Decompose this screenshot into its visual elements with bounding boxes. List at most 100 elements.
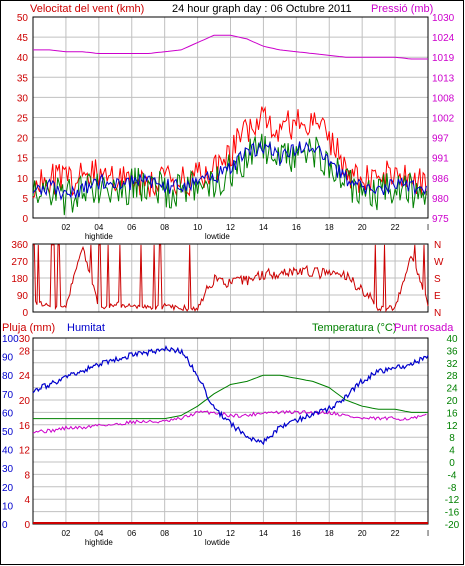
- rain-tick-label: 20: [19, 396, 31, 407]
- temp-tick-label: 24: [446, 384, 458, 395]
- temp-tick-label: 8: [449, 433, 455, 444]
- x-tick-label: 22: [391, 223, 400, 232]
- x-tick-label: 10: [193, 223, 202, 232]
- temp-tick-label: 40: [446, 334, 458, 345]
- x-tick-label: 08: [160, 223, 169, 232]
- x-tick-label: 04: [94, 223, 103, 232]
- humidity-label: Humitat: [67, 322, 105, 334]
- y-tick-label: 15: [17, 154, 29, 165]
- x-tick-label: 20: [358, 223, 367, 232]
- tide-label: hightide: [85, 538, 114, 547]
- x-tick-label: 04: [94, 529, 103, 538]
- x-tick-label: 12: [226, 529, 235, 538]
- temp-tick-label: 4: [449, 446, 455, 457]
- humidity-line: [32, 344, 429, 446]
- tide-label: hightide: [85, 232, 114, 241]
- temp-tick-label: -20: [445, 520, 460, 531]
- humidity-tick-label: 100: [2, 334, 19, 345]
- x-tick-label: 18: [325, 223, 334, 232]
- wind-average-line: [32, 133, 427, 216]
- wind-label: Velocitat del vent (kmh): [30, 3, 144, 15]
- temp-tick-label: -12: [445, 495, 460, 506]
- y-tick-label: 45: [17, 33, 29, 44]
- y-tick-label: 360: [11, 240, 28, 251]
- y-tick-label: 975: [432, 214, 449, 225]
- plot-frame: [32, 16, 429, 219]
- humidity-tick-label: 0: [2, 520, 8, 531]
- rain-humidity-temp-panel: 0102030405060708090100048121620242830-20…: [2, 334, 460, 547]
- x-tick-label: 16: [292, 529, 301, 538]
- temp-tick-label: 20: [446, 396, 458, 407]
- humidity-tick-label: 30: [2, 464, 14, 475]
- temp-tick-label: 16: [446, 408, 458, 419]
- y-tick-label: 991: [432, 154, 449, 165]
- x-tick-label: 10: [193, 529, 202, 538]
- humidity-tick-label: 40: [2, 446, 14, 457]
- rain-tick-label: 0: [24, 520, 30, 531]
- tide-label: lowtide: [205, 232, 230, 241]
- temp-tick-label: -16: [445, 508, 460, 519]
- humidity-tick-label: 10: [2, 501, 14, 512]
- humidity-tick-label: 90: [2, 353, 14, 364]
- plot-frame: [32, 243, 429, 313]
- temperature-line: [33, 374, 428, 420]
- y-tick-label: 1024: [432, 33, 455, 44]
- x-tick-label: 06: [127, 529, 136, 538]
- x-tick-label: 14: [259, 529, 268, 538]
- rain-tick-label: 4: [24, 495, 30, 506]
- y-tick-label: 10: [17, 174, 29, 185]
- x-tick-label: 06: [127, 223, 136, 232]
- temp-tick-label: -8: [448, 483, 457, 494]
- y-tick-label: 1002: [432, 114, 455, 125]
- humidity-tick-label: 70: [2, 390, 14, 401]
- x-tick-label: l: [427, 529, 429, 538]
- y-tick-label: 1008: [432, 93, 455, 104]
- y-tick-label: 1019: [432, 53, 455, 64]
- y-tick-label: 180: [11, 274, 28, 285]
- x-tick-label: 20: [358, 529, 367, 538]
- temp-tick-label: 32: [446, 359, 458, 370]
- compass-label: N: [434, 240, 441, 251]
- dew-label: Punt rosada: [394, 322, 454, 334]
- temp-tick-label: 12: [446, 421, 458, 432]
- rain-tick-label: 12: [19, 446, 31, 457]
- rain-tick-label: 28: [19, 346, 31, 357]
- temp-tick-label: 28: [446, 371, 458, 382]
- y-tick-label: 35: [17, 73, 29, 84]
- y-tick-label: 50: [17, 13, 29, 24]
- x-tick-label: 22: [391, 529, 400, 538]
- compass-label: N: [434, 308, 441, 319]
- x-tick-label: 14: [259, 223, 268, 232]
- chart-title: 24 hour graph day : 06 Octubre 2011: [172, 3, 352, 15]
- x-tick-label: l: [427, 223, 429, 232]
- x-tick-label: 08: [160, 529, 169, 538]
- humidity-tick-label: 20: [2, 483, 14, 494]
- humidity-tick-label: 50: [2, 427, 14, 438]
- temp-tick-label: -4: [448, 470, 457, 481]
- rain-tick-label: 16: [19, 421, 31, 432]
- temp-tick-label: 0: [449, 458, 455, 469]
- temp-label: Temperatura (°C): [312, 322, 396, 334]
- y-tick-label: 980: [432, 194, 449, 205]
- x-tick-label: 16: [292, 223, 301, 232]
- rain-tick-label: 24: [19, 371, 31, 382]
- y-tick-label: 25: [17, 114, 29, 125]
- y-tick-label: 1013: [432, 73, 455, 84]
- y-tick-label: 90: [17, 291, 29, 302]
- rain-tick-label: 30: [19, 334, 31, 345]
- wind-gust-line: [32, 106, 427, 199]
- compass-label: E: [434, 291, 441, 302]
- tide-label: lowtide: [205, 538, 230, 547]
- rain-label: Pluja (mm): [2, 322, 55, 334]
- y-tick-label: 997: [432, 134, 449, 145]
- y-tick-label: 30: [17, 93, 29, 104]
- x-tick-label: 02: [61, 529, 70, 538]
- y-tick-label: 5: [22, 194, 28, 205]
- y-tick-label: 986: [432, 174, 449, 185]
- wind-pressure-panel: 0510152025303540455097598098699199710021…: [17, 13, 455, 241]
- temp-tick-label: 36: [446, 346, 458, 357]
- x-tick-label: 02: [61, 223, 70, 232]
